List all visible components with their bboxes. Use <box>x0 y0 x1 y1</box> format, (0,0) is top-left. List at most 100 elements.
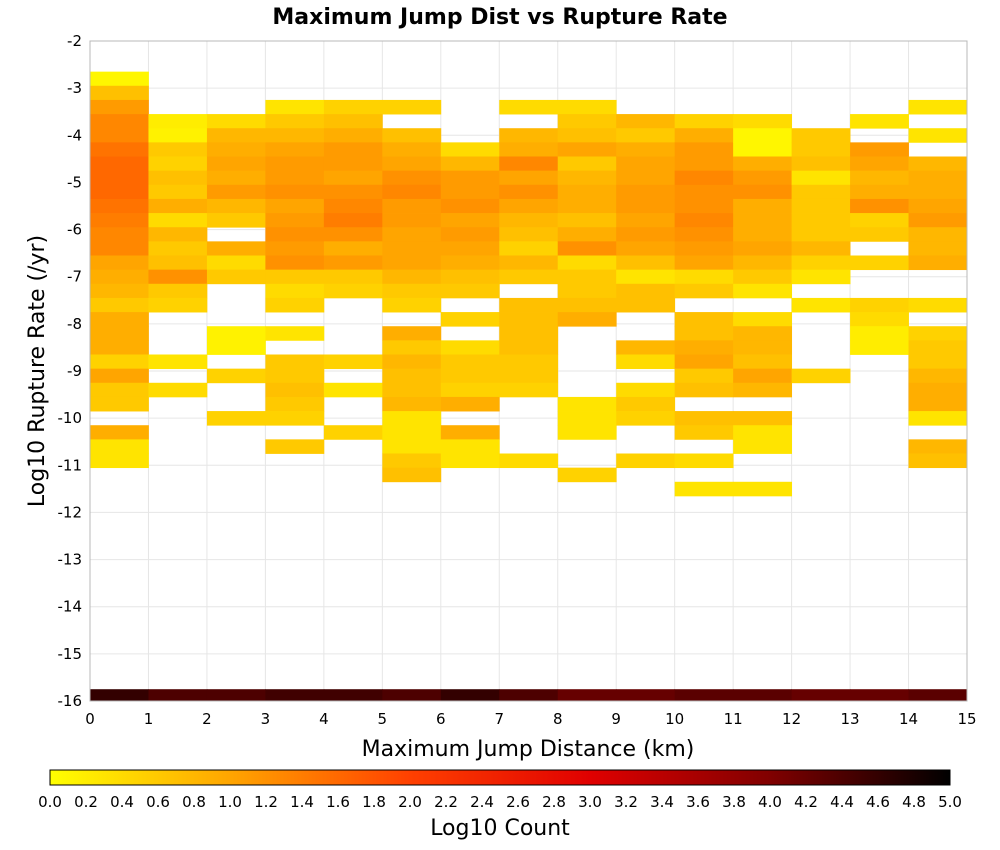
heatmap-cell <box>674 198 734 214</box>
heatmap-cell <box>90 71 149 87</box>
heatmap-cell <box>440 255 500 271</box>
heatmap-cell <box>733 170 792 186</box>
heatmap-cell <box>148 382 208 398</box>
heatmap-cell <box>382 213 442 228</box>
heatmap-cell <box>616 142 676 157</box>
heatmap-cell <box>791 269 851 285</box>
heatmap-cell <box>382 170 442 186</box>
heatmap-cell <box>440 425 500 440</box>
heatmap-cell <box>850 255 909 271</box>
heatmap-cell <box>733 382 792 398</box>
heatmap-cell <box>440 340 500 355</box>
colorbar-tick-label: 5.0 <box>938 793 962 811</box>
x-tick-label: 13 <box>841 710 860 728</box>
heatmap-cell <box>148 241 208 256</box>
heatmap-cell <box>733 227 792 242</box>
heatmap-cell <box>850 340 909 355</box>
heatmap-cell <box>616 198 676 214</box>
colorbar-tick-label: 2.6 <box>506 793 530 811</box>
heatmap-cell <box>382 99 442 115</box>
heatmap-cell <box>791 128 851 143</box>
plot-frame <box>89 40 968 702</box>
colorbar-tick-label: 1.8 <box>362 793 386 811</box>
heatmap-cell <box>90 114 149 129</box>
heatmap-cell <box>148 227 208 242</box>
heatmap-cell <box>323 283 383 299</box>
heatmap-cell <box>674 241 734 256</box>
heatmap-cell <box>90 99 149 115</box>
heatmap-cell-bottom-row <box>265 689 325 701</box>
heatmap-cell <box>206 198 266 214</box>
heatmap-cell <box>323 241 383 256</box>
x-tick-label: 4 <box>319 710 329 728</box>
heatmap-cell <box>908 326 968 341</box>
x-tick-label: 15 <box>957 710 976 728</box>
heatmap-cell <box>206 241 266 256</box>
heatmap-cell <box>323 425 383 440</box>
heatmap-cell <box>323 142 383 157</box>
heatmap-cell <box>908 184 968 200</box>
colorbar-label: Log10 Count <box>430 816 570 841</box>
heatmap-cell <box>440 453 500 469</box>
heatmap-cell <box>674 481 734 497</box>
heatmap-cell <box>908 128 968 143</box>
heatmap-cell <box>323 114 383 129</box>
heatmap-cell-bottom-row <box>674 689 734 701</box>
heatmap-cell <box>674 184 734 200</box>
heatmap-cell <box>674 425 734 440</box>
heatmap-cell <box>557 425 617 440</box>
heatmap-cell <box>90 283 149 299</box>
heatmap-cell <box>206 213 266 228</box>
heatmap-cell <box>265 297 325 313</box>
heatmap-cell <box>382 198 442 214</box>
heatmap-cell <box>908 382 968 398</box>
heatmap-cell <box>440 170 500 186</box>
heatmap-cell <box>90 396 149 412</box>
heatmap-cell <box>908 227 968 242</box>
heatmap-cell <box>440 382 500 398</box>
heatmap-cell <box>265 213 325 228</box>
heatmap-cell <box>674 326 734 341</box>
heatmap-cell <box>382 156 442 172</box>
y-tick-label: -13 <box>58 551 83 569</box>
heatmap-cell <box>382 396 442 412</box>
heatmap-cell <box>733 368 792 384</box>
heatmap-cell <box>382 184 442 200</box>
heatmap-cell-bottom-row <box>148 689 208 701</box>
colorbar-tick-label: 0.2 <box>74 793 98 811</box>
colorbar-tick-label: 4.2 <box>794 793 818 811</box>
heatmap-cell <box>674 453 734 469</box>
heatmap-cell <box>148 269 208 285</box>
heatmap-cell <box>265 411 325 426</box>
heatmap-cell <box>908 368 968 384</box>
y-tick-label: -15 <box>58 645 83 663</box>
heatmap-cell-bottom-row <box>90 689 149 701</box>
y-tick-label: -10 <box>58 409 83 427</box>
heatmap-cell <box>382 467 442 483</box>
colorbar-tick-label: 1.4 <box>290 793 314 811</box>
heatmap-cell <box>323 184 383 200</box>
x-tick-label: 5 <box>378 710 388 728</box>
heatmap-cell <box>206 326 266 341</box>
heatmap-cell <box>733 198 792 214</box>
heatmap-cell <box>382 439 442 454</box>
heatmap-cell <box>382 340 442 355</box>
heatmap-cell <box>616 283 676 299</box>
heatmap-cell <box>440 368 500 384</box>
heatmap-cell <box>674 170 734 186</box>
heatmap-cell <box>733 156 792 172</box>
x-tick-label: 3 <box>261 710 271 728</box>
colorbar-tick-label: 3.4 <box>650 793 674 811</box>
y-tick-label: -11 <box>58 456 83 474</box>
heatmap-cell <box>382 241 442 256</box>
heatmap-cell <box>90 354 149 370</box>
colorbar-tick-label: 1.0 <box>218 793 242 811</box>
heatmap-cell <box>733 354 792 370</box>
heatmap-cell <box>90 156 149 172</box>
colorbar-tick-label: 2.4 <box>470 793 494 811</box>
heatmap-cell <box>616 241 676 256</box>
heatmap-cell <box>499 269 559 285</box>
heatmap-cell <box>382 269 442 285</box>
heatmap-cell <box>206 184 266 200</box>
